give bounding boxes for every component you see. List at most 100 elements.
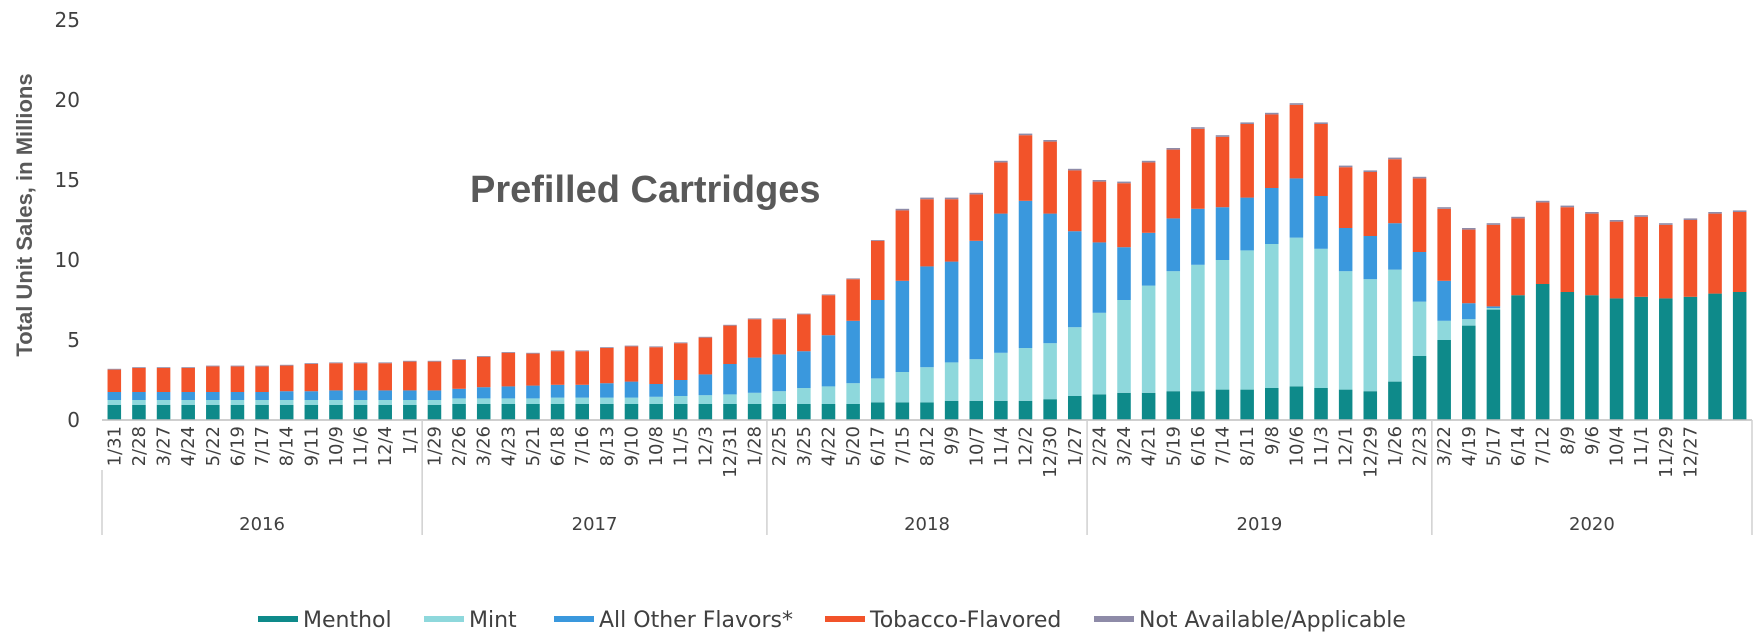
bar-segment xyxy=(1215,207,1230,260)
bar-segment xyxy=(1486,308,1501,310)
bar-segment xyxy=(1141,285,1156,393)
x-tick-label: 1/1 xyxy=(400,426,421,455)
bar-segment xyxy=(1609,298,1624,420)
x-tick-label: 8/12 xyxy=(917,426,938,466)
bar-segment xyxy=(206,404,220,420)
x-tick-label: 1/31 xyxy=(104,426,125,466)
y-tick-label: 15 xyxy=(55,168,80,192)
bar-segment xyxy=(1018,135,1033,201)
bar-segment xyxy=(1363,391,1378,420)
bar-segment xyxy=(1511,295,1525,420)
x-tick-label: 1/26 xyxy=(1385,426,1406,466)
legend-label: Not Available/Applicable xyxy=(1139,608,1406,633)
bar-segment xyxy=(673,343,688,380)
bar-segment xyxy=(1338,389,1353,420)
bar-segment xyxy=(797,313,811,315)
bar-segment xyxy=(1486,223,1501,225)
bar-segment xyxy=(1462,229,1476,304)
bar-segment xyxy=(279,400,294,405)
bar-segment xyxy=(550,404,565,420)
bar-segment xyxy=(1338,271,1353,390)
bar-segment xyxy=(1486,224,1501,307)
bar-segment xyxy=(255,365,269,367)
bar-segment xyxy=(427,390,442,400)
x-tick-label: 2/23 xyxy=(1410,426,1431,466)
bar-segment xyxy=(1117,300,1131,393)
x-tick-label: 4/24 xyxy=(178,426,199,466)
bar-segment xyxy=(698,404,713,420)
bar-segment xyxy=(920,197,934,200)
bar-segment xyxy=(1338,228,1353,272)
bar-segment xyxy=(1191,127,1205,129)
bar-segment xyxy=(1659,298,1673,420)
bar-segment xyxy=(1437,340,1451,420)
bar-segment xyxy=(279,391,294,400)
bar-segment xyxy=(1314,388,1328,420)
bar-segment xyxy=(304,404,319,420)
bar-segment xyxy=(575,397,589,404)
bar-segment xyxy=(1067,327,1082,396)
x-tick-label: 6/14 xyxy=(1508,426,1529,466)
bar-segment xyxy=(1732,292,1747,420)
x-tick-label: 12/27 xyxy=(1680,426,1701,478)
bar-segment xyxy=(206,366,220,392)
y-tick-label: 25 xyxy=(55,8,80,32)
bar-segment xyxy=(107,392,122,400)
bar-segment xyxy=(797,404,811,420)
bar-segment xyxy=(1535,202,1550,284)
bar-segment xyxy=(181,400,195,405)
bar-segment xyxy=(624,397,639,404)
bar-segment xyxy=(206,400,220,405)
x-tick-label: 9/6 xyxy=(1582,426,1603,455)
bar-segment xyxy=(1314,122,1328,124)
x-tick-label: 4/23 xyxy=(498,426,519,466)
bar-segment xyxy=(698,374,713,396)
bar-segment xyxy=(994,400,1008,420)
bar-segment xyxy=(1092,180,1107,182)
x-tick-label: 1/28 xyxy=(745,426,766,466)
bar-segment xyxy=(994,352,1008,401)
bar-segment xyxy=(723,404,737,420)
bar-segment xyxy=(1511,216,1525,219)
x-tick-label: 5/21 xyxy=(523,426,544,466)
bar-segment xyxy=(1092,312,1107,395)
bar-segment xyxy=(1215,260,1230,390)
bar-segment xyxy=(1265,188,1279,244)
bar-segment xyxy=(550,351,565,385)
bar-segment xyxy=(1609,221,1624,299)
bar-segment xyxy=(353,404,368,420)
bar-segment xyxy=(895,210,910,281)
bar-segment xyxy=(1486,309,1501,420)
x-tick-label: 3/22 xyxy=(1434,426,1455,466)
x-tick-label: 4/22 xyxy=(818,426,839,466)
bar-segment xyxy=(1018,133,1033,136)
bar-segment xyxy=(673,396,688,404)
bar-segment xyxy=(1289,104,1304,179)
bar-segment xyxy=(181,392,195,400)
bar-segment xyxy=(1289,103,1304,105)
bar-segment xyxy=(1585,213,1599,296)
bar-segment xyxy=(206,365,220,367)
bar-segment xyxy=(1437,207,1451,209)
x-tick-label: 12/4 xyxy=(375,426,396,466)
bar-segment xyxy=(427,400,442,405)
x-axis: 1/31 2/28 3/27 4/24 5/22 6/19 7/17 8/14 9/11 10/9… xyxy=(101,419,1753,535)
bar-segment xyxy=(920,266,934,368)
bar-segment xyxy=(1191,264,1205,392)
x-tick-label: 2/26 xyxy=(449,426,470,466)
bar-segment xyxy=(1732,210,1747,212)
bar-segment xyxy=(1117,247,1131,300)
bar-segment xyxy=(1708,213,1722,294)
bar-segment xyxy=(1486,306,1501,308)
x-tick-label: 4/19 xyxy=(1459,426,1480,466)
bar-segment xyxy=(673,342,688,344)
bar-segment xyxy=(501,352,516,353)
bar-segment xyxy=(526,352,540,354)
legend-label: Mint xyxy=(469,608,517,633)
bar-segment xyxy=(1683,218,1698,220)
bar-segment xyxy=(279,364,294,366)
bar-segment xyxy=(1363,236,1378,280)
bar-segment xyxy=(476,387,491,399)
bar-segment xyxy=(1412,356,1427,420)
bar-segment xyxy=(1437,208,1451,281)
